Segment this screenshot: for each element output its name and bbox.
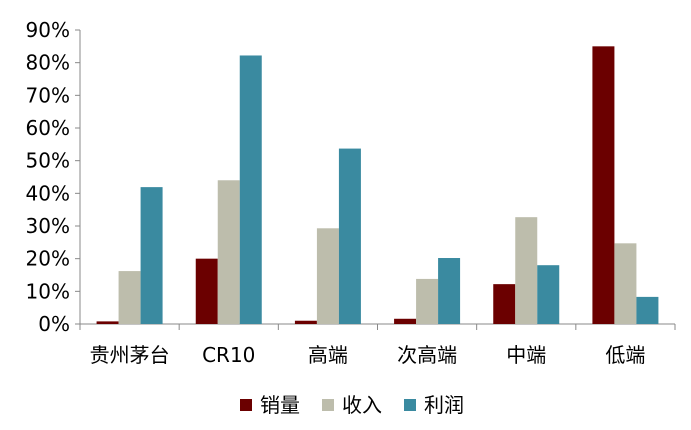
x-category-label: 高端 xyxy=(308,343,348,367)
bar-1-中端 xyxy=(493,284,516,324)
y-axis: 0% 10% 20% 30% 40% 50% 60% 70% 80% 90% xyxy=(26,18,81,336)
legend-swatch xyxy=(404,399,416,411)
bar-1-高端 xyxy=(294,320,317,324)
y-tick-label: 20% xyxy=(26,247,70,271)
bar-3-低端 xyxy=(636,296,659,324)
y-tick-label: 30% xyxy=(26,214,70,238)
legend-swatch xyxy=(240,399,252,411)
x-axis: 贵州茅台 CR10 高端 次高端 中端 低端 xyxy=(79,323,676,367)
y-tick-label: 0% xyxy=(38,312,70,336)
x-category-label: 贵州茅台 xyxy=(90,343,170,367)
bar-1-贵州茅台 xyxy=(96,321,119,324)
x-category-label: 中端 xyxy=(506,343,546,367)
y-tick-label: 70% xyxy=(26,83,70,107)
x-category-label: CR10 xyxy=(202,343,255,367)
bar-2-次高端 xyxy=(416,278,439,324)
legend-label: 销量 xyxy=(260,393,300,417)
x-category-label: 低端 xyxy=(605,343,645,367)
bar-3-中端 xyxy=(537,265,560,324)
bar-2-低端 xyxy=(614,243,637,324)
legend-label: 利润 xyxy=(424,393,464,417)
y-tick-label: 10% xyxy=(26,279,70,303)
legend: 销量 收入 利润 xyxy=(240,393,464,417)
bar-2-CR10 xyxy=(217,180,240,324)
bar-2-贵州茅台 xyxy=(118,271,141,324)
y-tick-label: 40% xyxy=(26,181,70,205)
bar-3-贵州茅台 xyxy=(140,187,163,324)
bar-3-CR10 xyxy=(239,55,262,324)
bars xyxy=(96,46,659,324)
bar-2-中端 xyxy=(515,217,538,324)
bar-1-CR10 xyxy=(195,258,218,324)
y-tick-label: 60% xyxy=(26,116,70,140)
legend-swatch xyxy=(322,399,334,411)
x-category-label: 次高端 xyxy=(397,343,457,367)
bar-1-次高端 xyxy=(394,318,417,324)
y-tick-label: 90% xyxy=(26,18,70,42)
legend-label: 收入 xyxy=(342,393,382,417)
bar-2-高端 xyxy=(316,228,339,324)
y-tick-label: 50% xyxy=(26,149,70,173)
bar-3-高端 xyxy=(338,148,361,324)
y-tick-label: 80% xyxy=(26,51,70,75)
bar-1-低端 xyxy=(592,46,615,324)
bar-3-次高端 xyxy=(438,258,461,324)
